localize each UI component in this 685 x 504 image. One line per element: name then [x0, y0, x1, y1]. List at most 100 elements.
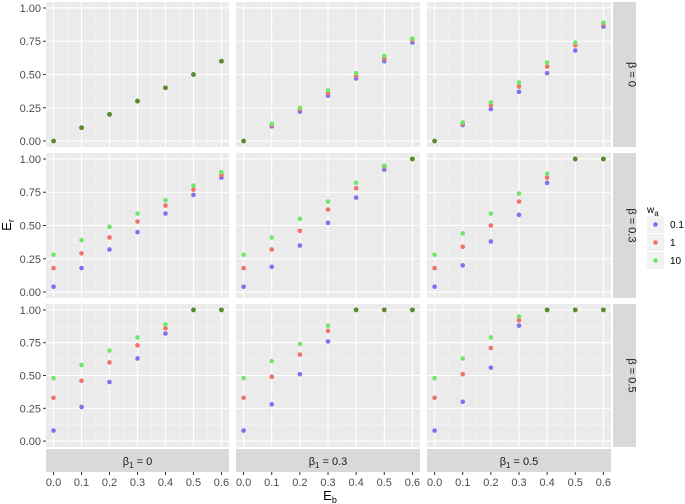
legend-label: 0.1	[670, 220, 684, 231]
data-point	[381, 53, 387, 59]
data-point	[516, 212, 522, 218]
data-point	[269, 235, 275, 240]
data-point	[79, 251, 84, 256]
data-point	[325, 207, 331, 212]
data-point	[544, 175, 550, 180]
data-point	[135, 211, 140, 216]
x-tick-label: 0.2	[102, 477, 117, 489]
y-tick-label: 0.00	[20, 136, 41, 148]
data-point	[163, 211, 168, 216]
data-point	[516, 199, 522, 204]
data-point	[460, 244, 466, 250]
data-point	[163, 197, 168, 203]
data-point	[297, 341, 303, 347]
x-tick-label: 0.6	[214, 477, 229, 489]
x-tick-label: 0.2	[292, 477, 307, 489]
data-point	[135, 356, 140, 361]
x-tick-label: 0.6	[405, 477, 420, 489]
data-point	[269, 402, 275, 407]
data-point	[269, 121, 275, 127]
x-tick-label: 0.3	[130, 477, 145, 489]
data-point	[241, 265, 246, 271]
x-tick-label: 0.1	[74, 477, 89, 489]
data-point	[516, 80, 522, 85]
data-point	[269, 264, 275, 270]
row-strip	[613, 304, 636, 447]
data-point	[219, 58, 224, 64]
data-point	[51, 395, 56, 401]
x-tick-label: 0.0	[236, 477, 251, 489]
data-point	[601, 307, 606, 313]
y-tick-label: 1.00	[20, 305, 41, 317]
y-tick-label: 0.50	[20, 371, 41, 383]
data-point	[460, 120, 466, 125]
data-point	[432, 395, 437, 401]
data-point	[135, 219, 140, 224]
data-point	[432, 428, 437, 433]
data-point	[51, 284, 56, 289]
data-point	[241, 428, 246, 433]
y-axis-title: Er	[0, 219, 16, 231]
x-tick-label: 0.5	[377, 477, 392, 489]
data-point	[51, 428, 56, 433]
data-point	[516, 89, 522, 95]
data-point	[269, 358, 275, 364]
y-tick-label: 0.75	[20, 187, 41, 199]
data-point	[572, 307, 578, 313]
row-strip-label: β = 0.3	[626, 208, 638, 242]
y-tick-label: 1.00	[20, 3, 41, 15]
data-point	[488, 335, 494, 340]
x-tick-label: 0.3	[511, 477, 526, 489]
data-point	[79, 362, 84, 368]
data-point	[269, 247, 275, 252]
x-tick-label: 0.5	[186, 477, 201, 489]
x-tick-label: 0.4	[348, 477, 363, 489]
y-tick-label: 0.25	[20, 254, 41, 266]
column-strip-label: β1 = 0.3	[309, 456, 348, 470]
data-point	[381, 307, 387, 313]
data-point	[135, 229, 140, 235]
data-point	[79, 378, 84, 384]
data-point	[241, 252, 246, 258]
data-point	[51, 375, 56, 381]
y-tick-label: 0.00	[20, 436, 41, 448]
data-point	[410, 36, 415, 41]
row-strip	[613, 153, 636, 298]
data-point	[297, 243, 303, 248]
y-tick-label: 1.00	[20, 154, 41, 166]
data-point	[107, 360, 112, 365]
legend-key-point	[653, 240, 658, 245]
data-point	[516, 314, 522, 319]
data-point	[135, 335, 140, 340]
data-point	[488, 100, 494, 105]
y-tick-label: 0.75	[20, 36, 41, 48]
legend-label: 10	[670, 256, 682, 267]
data-point	[297, 371, 303, 377]
x-tick-label: 0.5	[568, 477, 583, 489]
data-point	[51, 138, 56, 144]
data-point	[241, 375, 246, 381]
data-point	[325, 323, 331, 328]
data-point	[163, 331, 168, 336]
data-point	[107, 247, 112, 252]
data-point	[601, 156, 606, 162]
data-point	[410, 156, 415, 162]
data-point	[219, 307, 224, 313]
data-point	[135, 343, 140, 348]
x-tick-label: 0.1	[264, 477, 279, 489]
data-point	[572, 48, 578, 53]
data-point	[79, 125, 84, 131]
data-point	[163, 85, 168, 91]
x-axis-title: Eb	[323, 488, 337, 504]
data-point	[572, 40, 578, 45]
data-point	[544, 180, 550, 186]
legend-key-point	[653, 258, 658, 263]
data-point	[269, 374, 275, 380]
data-point	[191, 183, 196, 188]
y-tick-label: 0.25	[20, 103, 41, 115]
data-point	[325, 220, 331, 226]
data-point	[297, 216, 303, 222]
data-point	[297, 352, 303, 357]
data-point	[79, 265, 84, 271]
data-point	[191, 192, 196, 198]
